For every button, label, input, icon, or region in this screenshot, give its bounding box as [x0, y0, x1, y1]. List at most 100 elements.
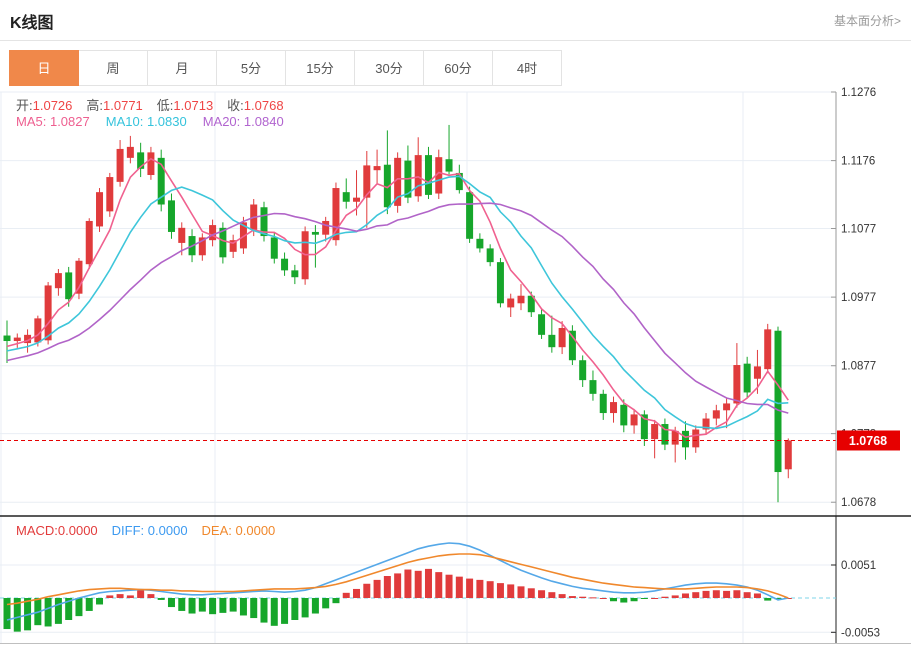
candle-body [24, 334, 32, 344]
macd-bar [568, 596, 576, 598]
macd-bar [281, 598, 289, 624]
macd-bar [692, 592, 700, 598]
candle-body [34, 318, 42, 343]
candle-body [671, 430, 679, 445]
candle-body [126, 146, 134, 158]
candle-body [198, 237, 206, 256]
ma10-line [6, 175, 789, 430]
candle-body [116, 148, 124, 182]
candle-body [784, 440, 792, 470]
fundamental-analysis-link[interactable]: 基本面分析> [833, 14, 901, 28]
macd-bar [260, 598, 268, 623]
candle-body [270, 237, 278, 259]
candle-body [743, 363, 751, 393]
tab-4时[interactable]: 4时 [492, 50, 562, 86]
macd-bar [54, 598, 62, 624]
macd-bar [311, 598, 319, 614]
candle-body [54, 273, 62, 289]
candle-body [589, 380, 597, 394]
candle-body [764, 329, 772, 370]
macd-bar [671, 595, 679, 598]
candle-body [178, 227, 186, 243]
candle-body [733, 365, 741, 404]
candle-body [239, 222, 247, 249]
candle-body [353, 197, 361, 202]
candle-body [322, 220, 330, 235]
candle-body [517, 295, 525, 304]
candle-body [414, 155, 422, 197]
candle-body [75, 260, 83, 294]
candle-body [291, 270, 299, 278]
macd-bar [198, 598, 206, 612]
macd-bar [476, 579, 484, 598]
macd-bar [702, 590, 710, 598]
macd-axis-label: 0.0051 [841, 560, 876, 572]
candle-body [712, 410, 720, 419]
macd-bar [558, 594, 566, 598]
tab-月[interactable]: 月 [147, 50, 217, 86]
tab-日[interactable]: 日 [9, 50, 79, 86]
macd-bar [239, 598, 247, 616]
candle-body [630, 414, 638, 426]
page-title: K线图 [10, 15, 54, 32]
candle-body [692, 429, 700, 448]
macd-bar [661, 596, 669, 598]
candle-body [579, 360, 587, 381]
candle-body [486, 248, 494, 263]
candle-body [702, 418, 710, 430]
macd-bar [270, 598, 278, 626]
macd-bar [743, 592, 751, 598]
macd-axis-label: -0.0053 [841, 627, 880, 639]
ma20-line [6, 202, 789, 414]
candle-body [424, 155, 432, 195]
tab-30分[interactable]: 30分 [354, 50, 424, 86]
dea-line [6, 553, 789, 606]
macd-bar [167, 598, 175, 608]
tab-周[interactable]: 周 [78, 50, 148, 86]
candle-body [373, 166, 381, 171]
macd-bar [599, 598, 607, 599]
candle-body [137, 152, 145, 169]
tab-15分[interactable]: 15分 [285, 50, 355, 86]
macd-bar [527, 588, 535, 598]
macd-bar [712, 590, 720, 598]
macd-bar [13, 598, 21, 632]
macd-bar [733, 590, 741, 598]
candle-body [466, 192, 474, 239]
candle-body [85, 220, 93, 265]
chart-area[interactable]: 1.12761.11761.10771.09771.08771.07781.06… [0, 87, 911, 645]
candle-body [229, 240, 237, 252]
candle-body [13, 337, 21, 342]
price-axis-label: 1.0678 [841, 497, 876, 509]
tab-60分[interactable]: 60分 [423, 50, 493, 86]
macd-bar [517, 586, 525, 598]
macd-bar [250, 598, 258, 619]
price-axis-label: 1.1176 [841, 156, 875, 168]
macd-bar [291, 598, 299, 620]
candle-body [65, 272, 73, 300]
macd-bar [496, 583, 504, 598]
candle-body [383, 164, 391, 208]
candle-body [455, 172, 463, 191]
macd-bar [404, 569, 412, 598]
candle-body [558, 327, 566, 348]
price-axis-label: 1.0977 [841, 292, 876, 304]
macd-bar [332, 598, 340, 604]
ma5-line [6, 157, 789, 439]
macd-bar [414, 570, 422, 598]
candle-body [774, 330, 782, 473]
candle-body [527, 295, 535, 313]
candle-body [96, 192, 104, 227]
macd-bar [424, 568, 432, 598]
macd-bar [3, 598, 11, 630]
candle-body [342, 192, 350, 202]
candle-body [3, 335, 11, 342]
candle-body [157, 157, 165, 205]
candle-body [599, 393, 607, 414]
macd-bar [589, 597, 597, 599]
macd-bar [75, 598, 83, 617]
macd-bar [116, 594, 124, 598]
tab-5分[interactable]: 5分 [216, 50, 286, 86]
macd-bar [373, 579, 381, 598]
chart-svg[interactable]: 1.12761.11761.10771.09771.08771.07781.06… [0, 87, 911, 645]
